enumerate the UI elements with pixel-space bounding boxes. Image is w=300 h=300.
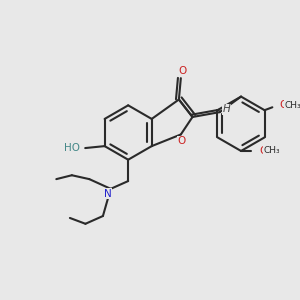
Text: HO: HO [64,143,80,153]
Text: CH₃: CH₃ [284,101,300,110]
Text: O: O [280,100,288,110]
Text: N: N [104,189,112,199]
Text: O: O [178,136,186,146]
Text: O: O [179,66,187,76]
Text: H: H [223,104,230,114]
Text: O: O [259,146,268,156]
Text: CH₃: CH₃ [264,146,280,155]
